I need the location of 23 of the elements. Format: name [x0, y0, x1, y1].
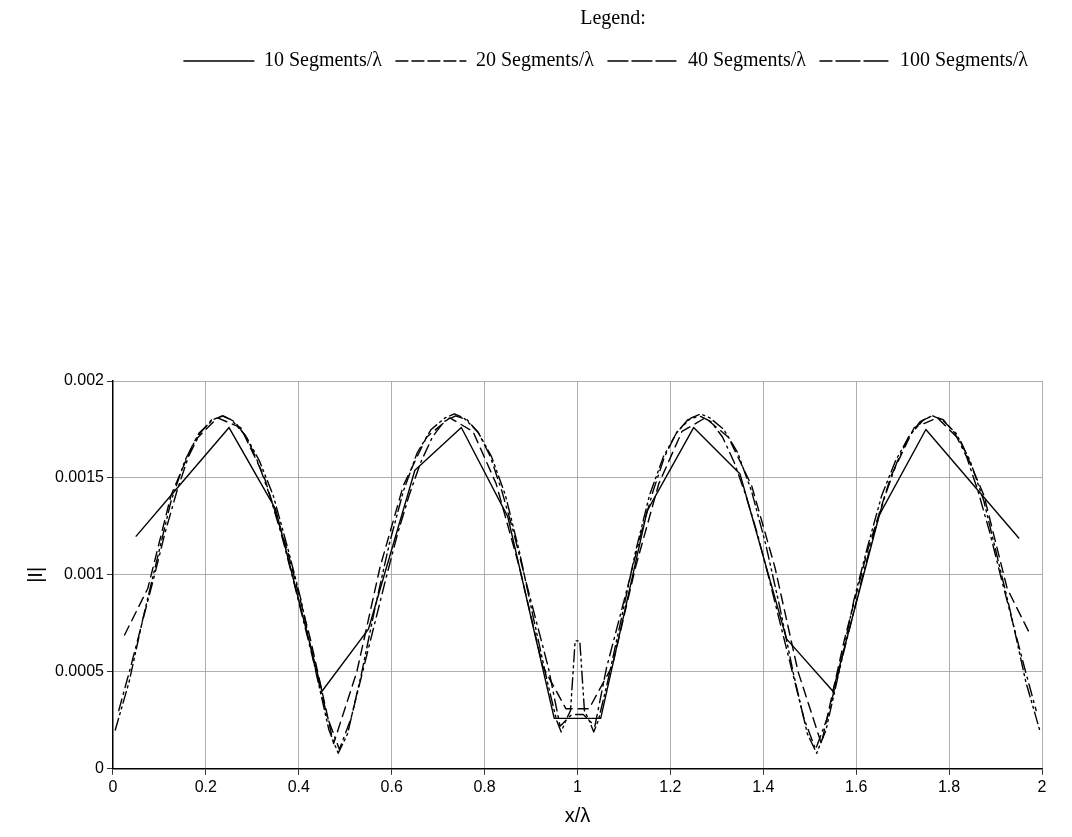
y-tick-label: 0.001	[63, 565, 105, 583]
y-tick-label: 0.0015	[55, 468, 105, 486]
x-axis-title: x/λ	[564, 803, 591, 826]
y-tick-label: 0.002	[63, 371, 105, 389]
x-tick-label: 1	[573, 777, 583, 795]
x-tick-label: 0.6	[380, 777, 403, 795]
x-tick-label: 2	[1037, 777, 1047, 795]
x-tick-label: 1.8	[937, 777, 961, 795]
x-tick-label: 1.6	[845, 777, 868, 795]
x-tick-label: 0	[108, 777, 118, 795]
x-tick-label: 0.8	[473, 777, 496, 795]
x-tick-label: 1.4	[752, 777, 775, 795]
legend-label: 40 Segments/λ	[687, 48, 807, 72]
legend-label: 20 Segments/λ	[475, 48, 595, 72]
x-tick-label: 0.4	[287, 777, 310, 795]
x-tick-label: 1.2	[659, 777, 682, 795]
y-tick-label: 0.0005	[55, 662, 105, 680]
legend-title: Legend:	[580, 6, 646, 30]
legend-label: 100 Segments/λ	[899, 48, 1029, 72]
y-tick-label: 0	[95, 759, 105, 777]
legend-label: 10 Segments/λ	[263, 48, 383, 72]
x-tick-label: 0.2	[194, 777, 218, 795]
y-axis-title: |I|	[23, 566, 46, 583]
